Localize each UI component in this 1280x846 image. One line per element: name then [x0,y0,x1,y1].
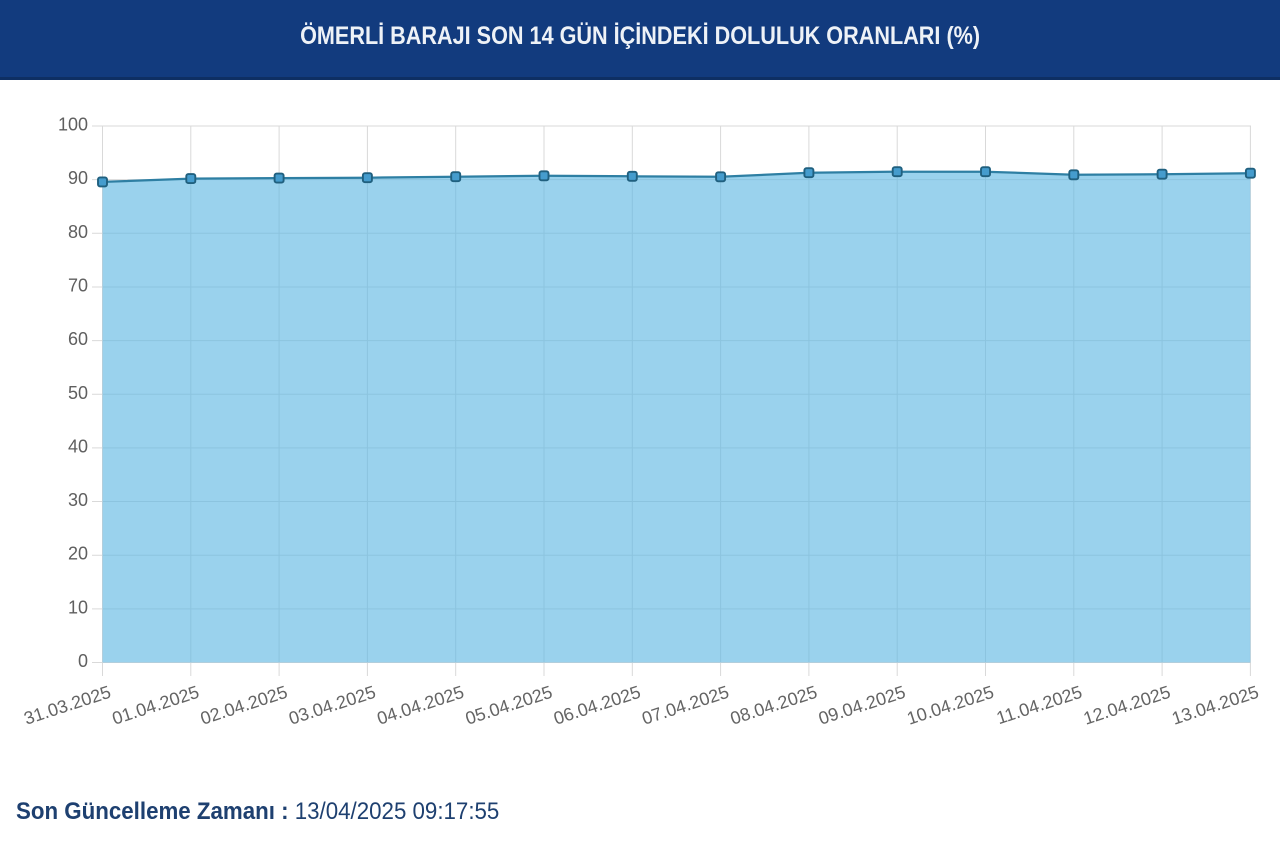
svg-text:09.04.2025: 09.04.2025 [816,682,908,729]
svg-text:07.04.2025: 07.04.2025 [639,682,731,729]
svg-text:31.03.2025: 31.03.2025 [21,682,113,729]
svg-text:06.04.2025: 06.04.2025 [551,682,643,729]
svg-text:10: 10 [68,597,88,617]
svg-text:02.04.2025: 02.04.2025 [198,682,290,729]
svg-text:80: 80 [68,222,88,242]
svg-text:10.04.2025: 10.04.2025 [904,682,996,729]
svg-text:90: 90 [68,168,88,188]
svg-text:100: 100 [58,115,88,135]
svg-text:13.04.2025: 13.04.2025 [1169,682,1261,729]
svg-text:60: 60 [68,329,88,349]
svg-text:11.04.2025: 11.04.2025 [994,682,1085,728]
svg-text:30: 30 [68,490,88,510]
svg-text:05.04.2025: 05.04.2025 [463,682,555,729]
svg-text:03.04.2025: 03.04.2025 [286,682,378,729]
svg-text:70: 70 [68,275,88,295]
svg-text:40: 40 [68,436,88,456]
svg-text:50: 50 [68,383,88,403]
svg-text:04.04.2025: 04.04.2025 [375,682,467,729]
svg-text:08.04.2025: 08.04.2025 [728,682,820,729]
svg-text:0: 0 [78,651,88,671]
svg-text:01.04.2025: 01.04.2025 [110,682,202,729]
svg-text:12.04.2025: 12.04.2025 [1081,682,1173,729]
svg-text:20: 20 [68,544,88,564]
